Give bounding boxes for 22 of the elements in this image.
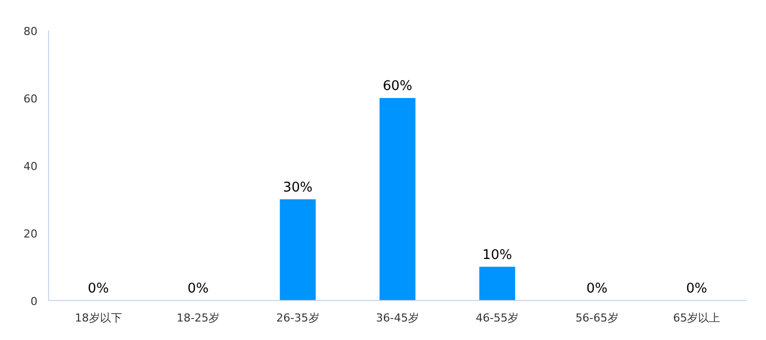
y-tick-label: 20: [24, 228, 38, 240]
bar: [280, 199, 316, 300]
y-tick-label: 80: [24, 25, 38, 38]
data-label: 30%: [282, 180, 313, 196]
bar: [380, 98, 416, 300]
x-tick-label: 36-45岁: [376, 312, 419, 324]
bar: [479, 266, 516, 300]
x-tick-label: 18岁以下: [74, 312, 122, 324]
data-label: 0%: [686, 282, 708, 296]
x-tick-label: 46-55岁: [476, 312, 519, 324]
data-label: 0%: [586, 282, 608, 296]
y-tick-label: 0: [30, 295, 38, 308]
data-label: 60%: [382, 79, 412, 94]
x-tick-label: 56-65岁: [575, 312, 618, 324]
y-tick-label: 60: [24, 92, 38, 106]
data-label: 0%: [188, 282, 209, 296]
x-tick-label: 26-35岁: [276, 312, 320, 324]
x-tick-label: 65岁以上: [673, 312, 720, 324]
y-tick-label: 40: [24, 160, 38, 173]
data-label: 10%: [482, 248, 512, 263]
x-tick-label: 18-25岁: [176, 312, 220, 324]
data-label: 0%: [88, 282, 109, 296]
